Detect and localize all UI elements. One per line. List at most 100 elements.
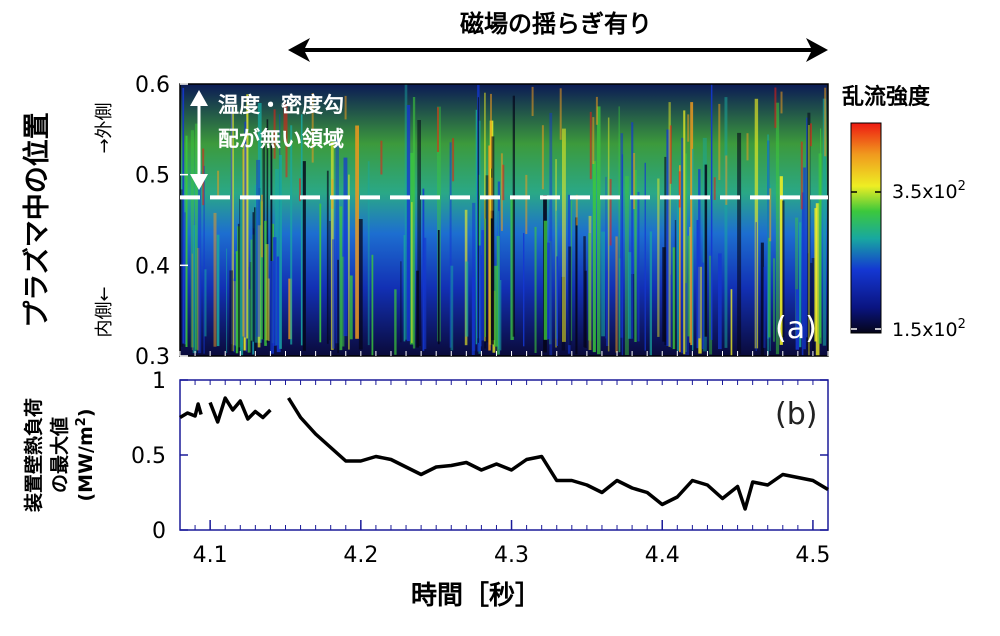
turbulence-streak: [488, 145, 491, 351]
turbulence-streak: [767, 134, 769, 355]
turbulence-streak: [685, 153, 687, 352]
turbulence-streak: [657, 178, 660, 337]
turbulence-streak: [437, 230, 440, 345]
turbulence-hotspot: [718, 103, 721, 180]
turbulence-hotspot: [824, 87, 827, 157]
turbulence-streak: [484, 218, 486, 337]
turbulence-streak: [679, 165, 681, 353]
heat-load-line: [287, 397, 829, 511]
turbulence-hotspot: [589, 111, 592, 180]
turbulence-hotspot: [437, 107, 439, 152]
turbulence-streak: [485, 175, 489, 343]
x-axis-ticks: 4.1 4.2 4.3 4.4 4.5: [193, 520, 830, 568]
turbulence-hotspot: [525, 174, 528, 234]
turbulence-streak: [628, 252, 632, 339]
turbulence-streak: [332, 239, 335, 349]
turbulence-hotspot: [559, 88, 562, 140]
turbulence-streak: [260, 201, 263, 340]
turbulence-streak: [768, 237, 771, 338]
turbulence-streak: [606, 270, 609, 346]
turbulence-streak: [690, 102, 694, 346]
turbulence-streak: [180, 189, 183, 347]
turbulence-streak: [216, 234, 220, 347]
panel-a-tag: (a): [775, 311, 817, 346]
colorbar: [850, 122, 882, 334]
turbulence-streak: [288, 278, 292, 340]
y-tick-label: 0.4: [135, 254, 170, 279]
turbulence-streak: [644, 162, 646, 351]
y-tick-label: 0.5: [135, 164, 170, 189]
turbulence-streak: [491, 136, 495, 341]
turbulence-hotspot: [490, 93, 492, 169]
turbulence-streak: [272, 237, 277, 346]
turbulence-streak: [349, 275, 353, 340]
turbulence-streak: [523, 233, 525, 347]
turbulence-streak: [782, 200, 785, 338]
turbulence-streak: [803, 167, 806, 350]
x-tick-label: 4.4: [645, 543, 680, 568]
turbulence-streak: [329, 221, 331, 341]
y-tick-label: 0: [152, 519, 166, 544]
turbulence-streak: [477, 245, 481, 352]
x-tick-label: 4.1: [193, 543, 228, 568]
y-tick-label: 1: [152, 369, 166, 394]
turbulence-streak: [683, 110, 686, 355]
turbulence-streak: [760, 242, 764, 356]
turbulence-streak: [233, 278, 235, 353]
turbulence-streak: [184, 212, 186, 345]
panel-b-tag: (b): [775, 397, 817, 432]
turbulence-streak: [814, 208, 817, 342]
turbulence-streak: [779, 176, 783, 345]
turbulence-streak: [795, 217, 799, 339]
turbulence-streak: [773, 258, 775, 342]
turbulence-streak: [290, 125, 293, 345]
turbulence-streak: [250, 239, 253, 341]
turbulence-streak: [343, 157, 348, 337]
turbulence-streak: [358, 219, 363, 350]
turbulence-streak: [763, 266, 766, 348]
turbulence-streak: [687, 235, 690, 337]
x-tick-label: 4.2: [343, 543, 378, 568]
turbulence-streak: [465, 261, 469, 337]
turbulence-streak: [213, 212, 217, 347]
turbulence-hotspot: [273, 109, 276, 159]
turbulence-streak: [549, 241, 552, 345]
x-axis-label: 時間［秒］: [411, 581, 541, 611]
turbulence-streak: [198, 171, 202, 354]
turbulence-streak: [592, 161, 596, 353]
colorbar-high-tick: 3.5x102: [892, 179, 966, 203]
turbulence-streak: [710, 84, 713, 340]
turbulence-streak: [615, 236, 618, 353]
turbulence-streak: [822, 98, 827, 346]
turbulence-streak: [801, 192, 804, 356]
turbulence-streak: [500, 280, 502, 351]
turbulence-streak: [634, 170, 637, 342]
panel-b-minor-ticks: [179, 351, 829, 530]
turbulence-hotspot: [669, 125, 672, 184]
turbulence-hotspot: [285, 105, 288, 178]
turbulence-streak: [676, 192, 680, 352]
turbulence-streak: [337, 259, 339, 354]
turbulence-streak: [484, 92, 486, 342]
turbulence-streak: [423, 237, 427, 350]
turbulence-hotspot: [725, 155, 728, 205]
turbulence-streak: [319, 203, 322, 343]
turbulence-streak: [549, 112, 553, 356]
y-tick-label: 0.3: [135, 345, 170, 370]
turbulence-streak: [607, 117, 610, 352]
turbulence-hotspot: [769, 188, 772, 242]
turbulence-hotspot: [380, 140, 383, 175]
turbulence-streak: [246, 94, 249, 339]
turbulence-streak: [481, 230, 485, 341]
turbulence-hotspot: [500, 153, 503, 231]
heatmap-panel: [179, 83, 829, 357]
x-tick-label: 4.3: [494, 543, 529, 568]
turbulence-streak: [696, 220, 699, 349]
turbulence-streak: [806, 117, 808, 338]
turbulence-streak: [264, 220, 267, 346]
turbulence-streak: [237, 223, 240, 355]
turbulence-hotspot: [595, 96, 598, 125]
turbulence-streak: [472, 202, 476, 351]
turbulence-streak: [204, 269, 207, 337]
